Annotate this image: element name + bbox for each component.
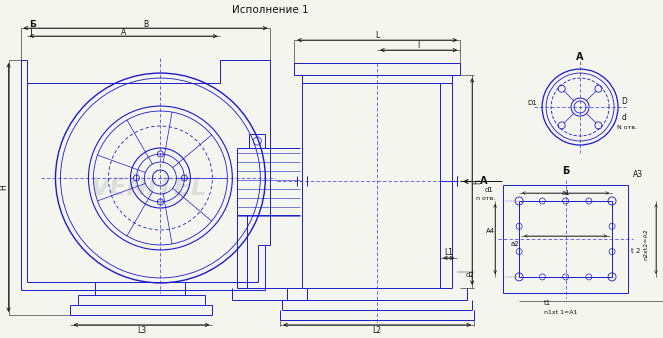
- Text: d: d: [622, 113, 627, 122]
- Text: B: B: [143, 20, 148, 29]
- Text: n2xt2=A2: n2xt2=A2: [644, 228, 648, 260]
- Text: L1: L1: [444, 248, 453, 258]
- Text: d2: d2: [466, 272, 475, 278]
- Text: t 2: t 2: [631, 248, 640, 254]
- Text: D: D: [621, 97, 627, 105]
- Text: n1xt 1=A1: n1xt 1=A1: [544, 310, 577, 315]
- Text: А: А: [121, 28, 126, 37]
- Text: А: А: [576, 52, 584, 62]
- Text: Б: Б: [29, 20, 36, 29]
- Text: L3: L3: [137, 327, 146, 335]
- Text: d1: d1: [485, 187, 493, 193]
- Text: D1: D1: [527, 100, 537, 106]
- Text: h: h: [473, 179, 483, 184]
- Text: N отв.: N отв.: [617, 124, 637, 129]
- Text: a2: a2: [511, 241, 519, 247]
- Text: Исполнение 1: Исполнение 1: [232, 5, 309, 15]
- Text: n отв.: n отв.: [475, 196, 495, 201]
- Text: l: l: [418, 41, 420, 50]
- Text: a1: a1: [561, 190, 570, 196]
- Text: А: А: [481, 176, 488, 187]
- Text: t1: t1: [544, 300, 551, 306]
- Text: Б: Б: [562, 166, 570, 176]
- Text: L2: L2: [373, 327, 382, 335]
- Text: A4: A4: [485, 228, 495, 234]
- Text: А3: А3: [633, 170, 643, 179]
- Text: L: L: [375, 31, 379, 40]
- Text: VENITEL: VENITEL: [90, 176, 207, 200]
- Text: H: H: [0, 185, 8, 190]
